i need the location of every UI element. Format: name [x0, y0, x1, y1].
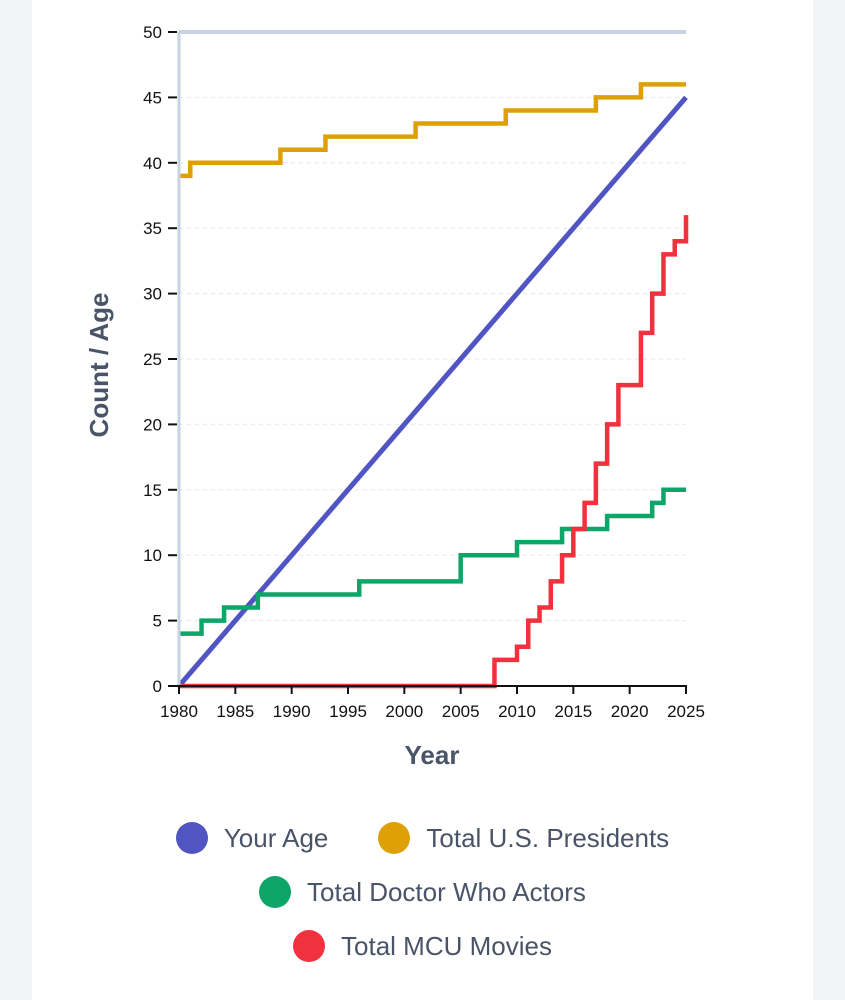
legend-dot-doctor-who-actors	[259, 876, 292, 908]
series-total-mcu-movies	[179, 215, 689, 689]
legend-row-2: Total Doctor Who Actors	[259, 876, 586, 908]
legend-label: Total Doctor Who Actors	[307, 876, 586, 907]
legend-item-your-age[interactable]: Your Age	[175, 822, 329, 854]
legend-row-3: Total MCU Movies	[293, 930, 552, 962]
y-tick-label-10: 10	[143, 546, 162, 565]
x-tick-label-2005: 2005	[442, 702, 480, 721]
series-total-doctor-who-actors	[179, 487, 686, 636]
x-tick-label-1985: 1985	[216, 702, 254, 721]
y-tick-label-5: 5	[153, 612, 162, 631]
series-lines	[177, 82, 689, 689]
series-total-u-s-presidents	[179, 82, 686, 179]
y-tick-label-25: 25	[143, 350, 162, 369]
legend-label: Total U.S. Presidents	[426, 822, 670, 853]
y-tick-label-0: 0	[153, 677, 162, 696]
gridlines	[179, 30, 686, 622]
legend-label: Your Age	[223, 822, 329, 853]
y-axis-label: Count / Age	[84, 293, 114, 438]
legend: Your Age Total U.S. Presidents Total Doc…	[0, 822, 845, 962]
series-your-age	[177, 95, 688, 688]
x-tick-label-2025: 2025	[667, 702, 705, 721]
x-axis-label: Year	[405, 740, 460, 770]
legend-dot-mcu-movies	[293, 930, 326, 962]
y-tick-label-50: 50	[143, 23, 162, 42]
legend-row-1: Your Age Total U.S. Presidents	[175, 822, 669, 854]
x-tick-label-2000: 2000	[385, 702, 423, 721]
y-tick-label-30: 30	[143, 285, 162, 304]
chart-card	[32, 0, 813, 1000]
x-tick-label-2015: 2015	[554, 702, 592, 721]
y-tick-label-45: 45	[143, 88, 162, 107]
y-tick-label-35: 35	[143, 219, 162, 238]
x-tick-label-2020: 2020	[611, 702, 649, 721]
x-tick-label-1995: 1995	[329, 702, 367, 721]
legend-dot-your-age	[175, 822, 208, 854]
legend-item-us-presidents[interactable]: Total U.S. Presidents	[378, 822, 669, 854]
y-tick-label-15: 15	[143, 481, 162, 500]
legend-item-doctor-who-actors[interactable]: Total Doctor Who Actors	[259, 876, 586, 908]
x-tick-label-2010: 2010	[498, 702, 536, 721]
legend-label: Total MCU Movies	[341, 930, 552, 961]
x-tick-label-1990: 1990	[273, 702, 311, 721]
legend-item-mcu-movies[interactable]: Total MCU Movies	[293, 930, 552, 962]
y-tick-label-40: 40	[143, 154, 162, 173]
legend-dot-us-presidents	[378, 822, 411, 854]
y-tick-label-20: 20	[143, 415, 162, 434]
x-tick-label-1980: 1980	[160, 702, 198, 721]
